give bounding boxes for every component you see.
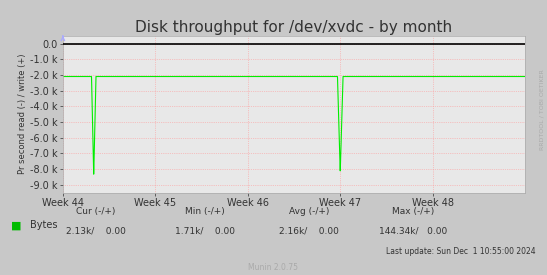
- Text: 2.13k/    0.00: 2.13k/ 0.00: [66, 227, 126, 235]
- Text: Bytes: Bytes: [30, 221, 57, 230]
- Y-axis label: Pr second read (-) / write (+): Pr second read (-) / write (+): [18, 54, 27, 174]
- Text: Last update: Sun Dec  1 10:55:00 2024: Last update: Sun Dec 1 10:55:00 2024: [386, 247, 536, 256]
- Text: ■: ■: [11, 221, 21, 230]
- Text: Cur (-/+): Cur (-/+): [76, 207, 115, 216]
- Text: 1.71k/    0.00: 1.71k/ 0.00: [175, 227, 235, 235]
- Text: Max (-/+): Max (-/+): [392, 207, 434, 216]
- Text: 144.34k/   0.00: 144.34k/ 0.00: [379, 227, 447, 235]
- Text: 2.16k/    0.00: 2.16k/ 0.00: [279, 227, 339, 235]
- Text: Avg (-/+): Avg (-/+): [289, 207, 329, 216]
- Text: RRDTOOL / TOBI OETIKER: RRDTOOL / TOBI OETIKER: [539, 70, 544, 150]
- Text: Min (-/+): Min (-/+): [185, 207, 225, 216]
- Text: Munin 2.0.75: Munin 2.0.75: [248, 263, 299, 272]
- Title: Disk throughput for /dev/xvdc - by month: Disk throughput for /dev/xvdc - by month: [136, 20, 452, 35]
